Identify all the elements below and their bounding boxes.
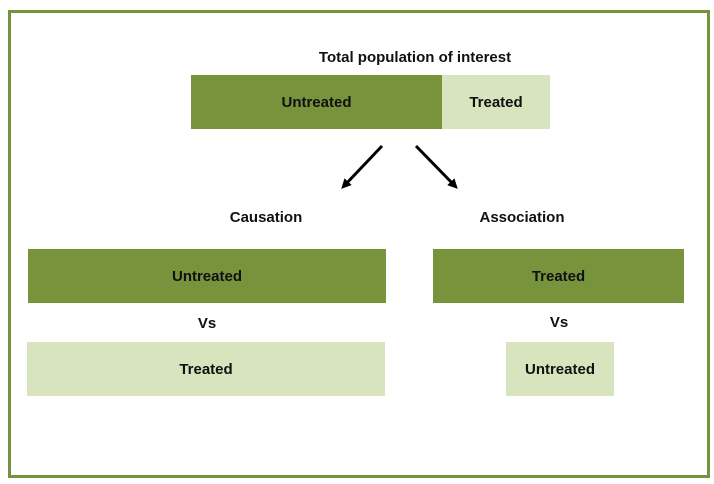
population-untreated-segment: Untreated [191, 75, 442, 129]
causation-untreated-label: Untreated [171, 267, 242, 285]
association-treated-box: Treated [433, 249, 684, 303]
association-heading: Association [479, 209, 565, 226]
causation-heading: Causation [229, 209, 303, 226]
causation-vs-label: Vs [197, 315, 217, 332]
causation-untreated-box: Untreated [28, 249, 386, 303]
diagram-frame [8, 10, 710, 478]
population-treated-segment: Treated [442, 75, 550, 129]
population-treated-label: Treated [469, 93, 523, 111]
population-untreated-label: Untreated [281, 93, 352, 111]
association-untreated-box: Untreated [506, 342, 614, 396]
association-untreated-label: Untreated [524, 360, 595, 378]
association-vs-label: Vs [549, 314, 569, 331]
causation-treated-box: Treated [27, 342, 385, 396]
population-title: Total population of interest [318, 49, 512, 66]
causation-treated-label: Treated [179, 360, 233, 378]
association-treated-label: Treated [531, 267, 586, 285]
